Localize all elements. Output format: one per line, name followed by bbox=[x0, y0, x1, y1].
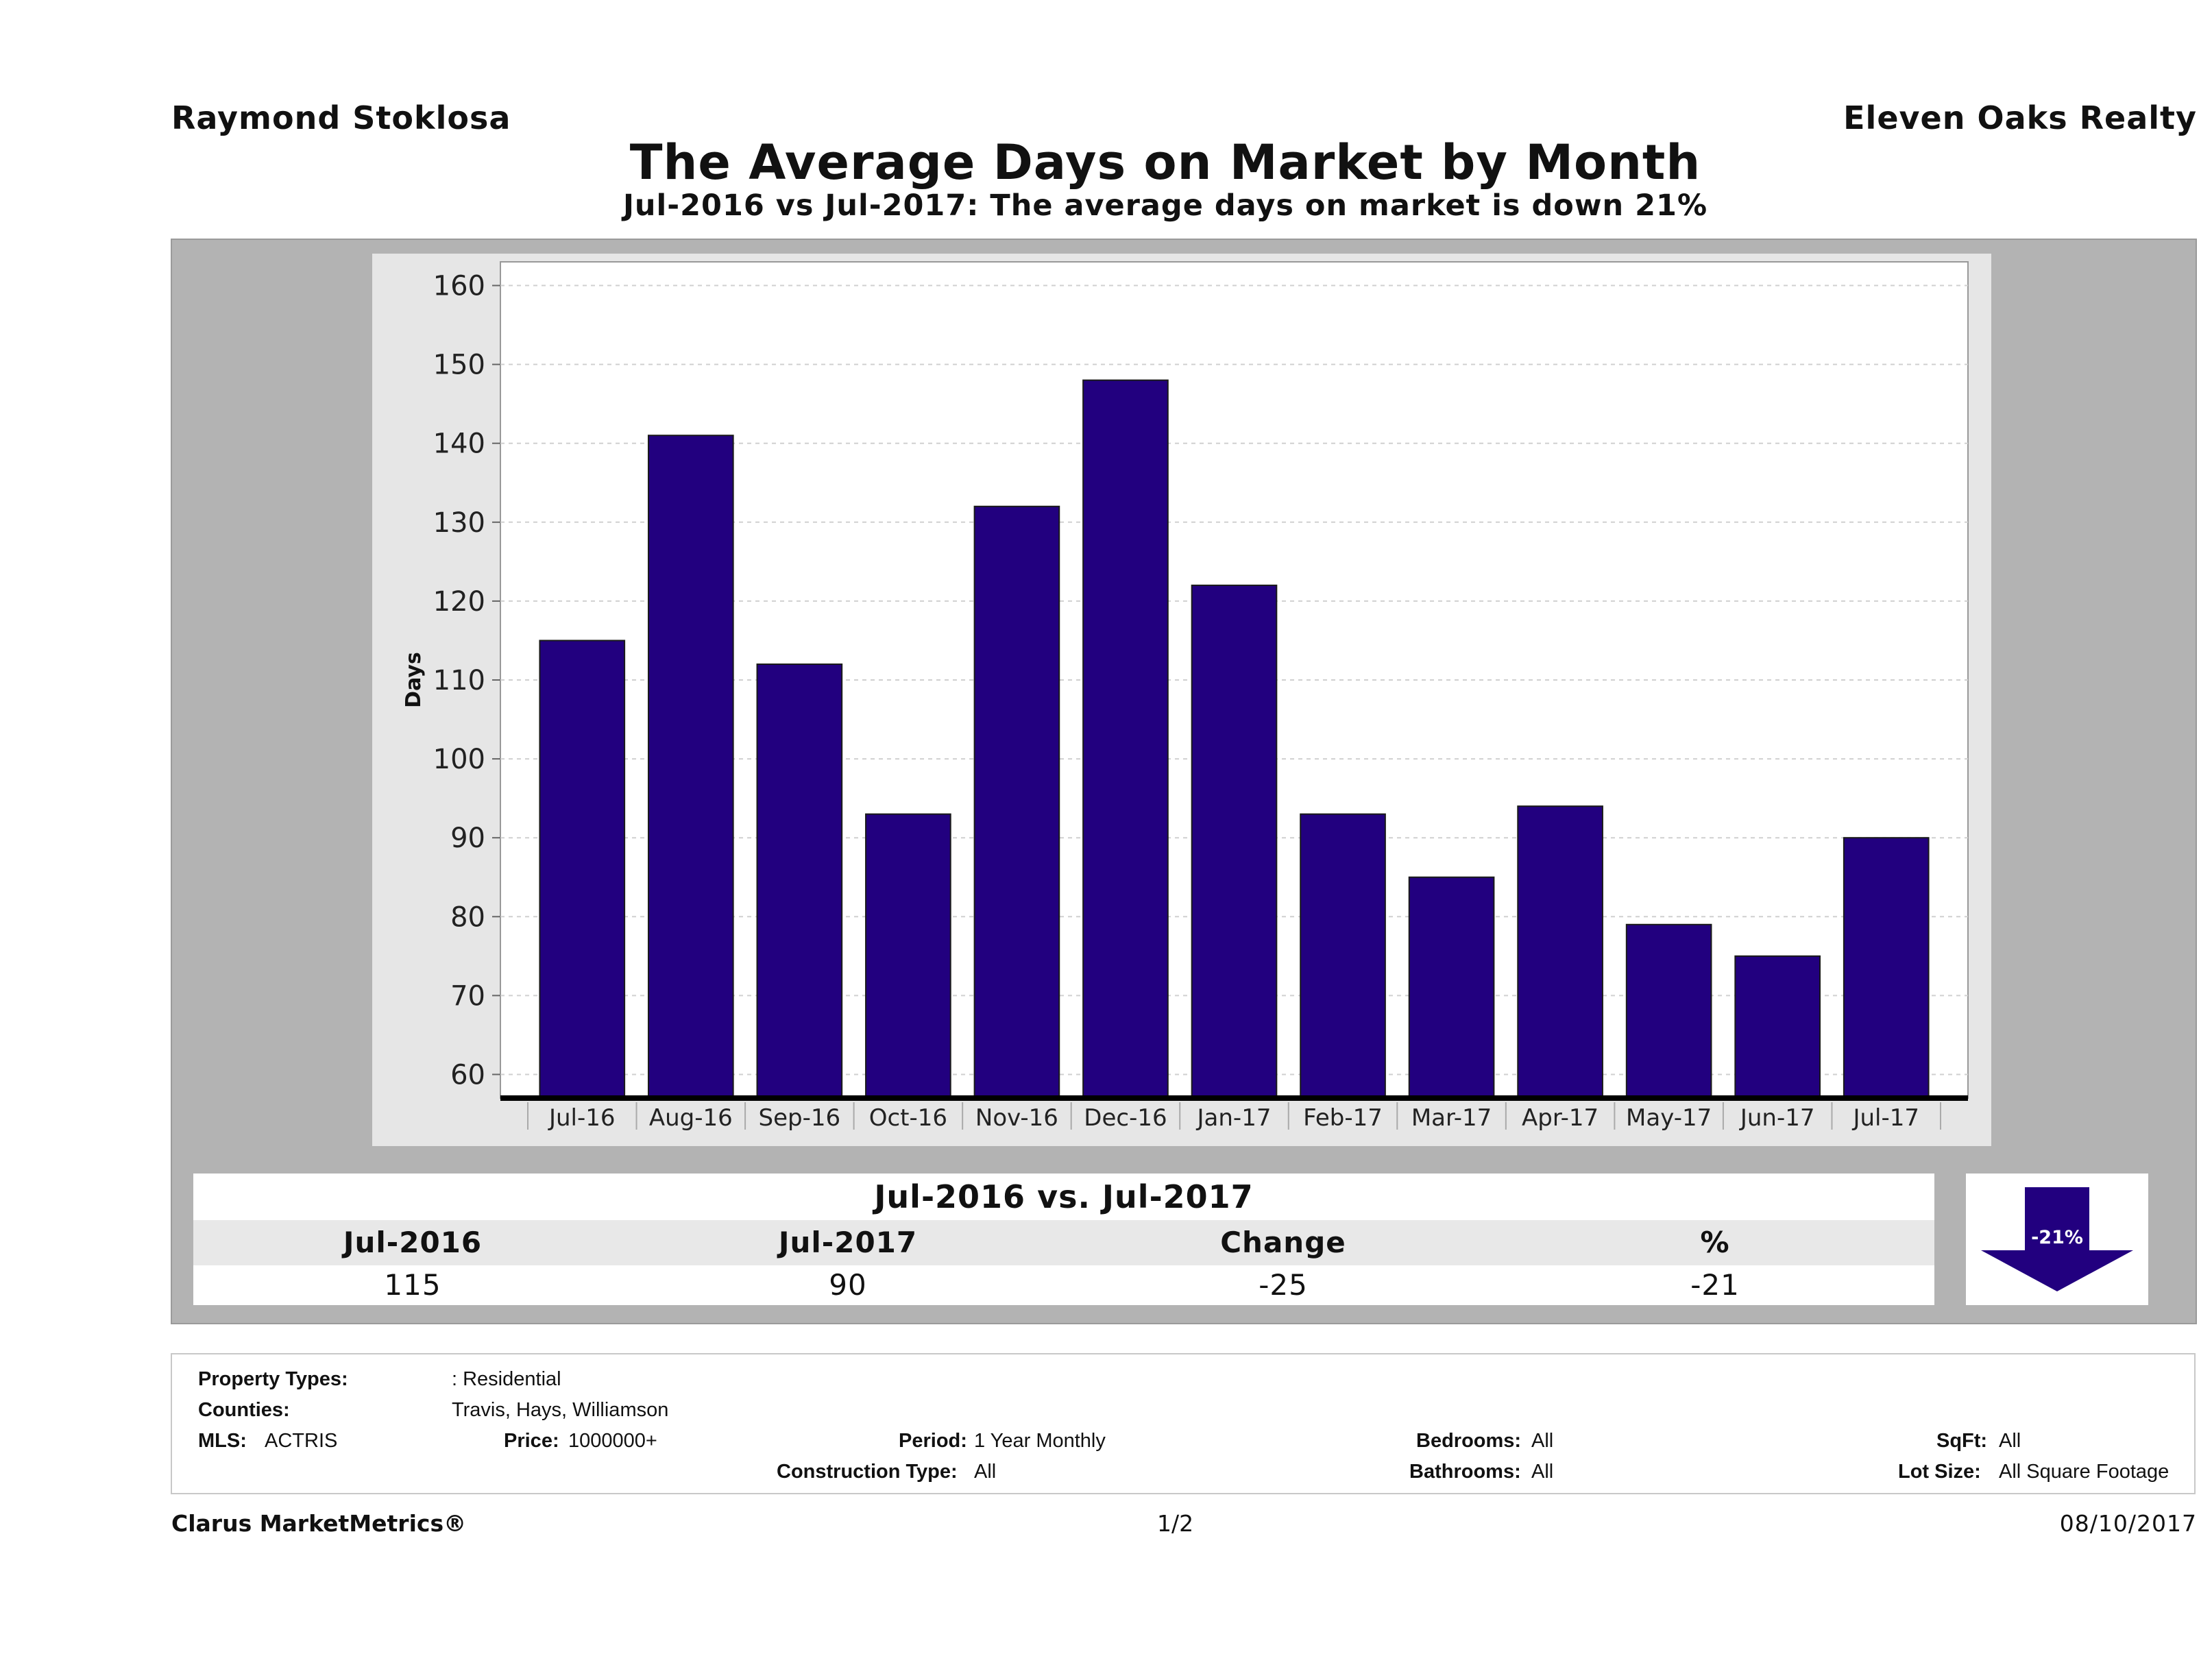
sqft-value: All bbox=[1999, 1430, 2021, 1452]
bathrooms-label: Bathrooms: bbox=[1409, 1461, 1521, 1483]
x-tick-label: May-17 bbox=[1626, 1104, 1712, 1132]
chart-title: The Average Days on Market by Month bbox=[629, 134, 1701, 191]
property-types-row: Property Types: bbox=[198, 1368, 348, 1391]
y-tick-label: 70 bbox=[450, 980, 485, 1012]
summary-val-change: -25 bbox=[1259, 1268, 1308, 1302]
summary-values: 115 90 -25 -21 bbox=[193, 1265, 1934, 1305]
bar-chart: 60 70 80 90 100 110 120 130 140 150 160 Days Jul-16 A… bbox=[402, 261, 1969, 1132]
period-label: Period: bbox=[899, 1430, 967, 1452]
period-row: Period: bbox=[899, 1430, 967, 1452]
bathrooms-row: Bathrooms: bbox=[1409, 1461, 1521, 1483]
bar bbox=[1300, 813, 1386, 1099]
bar bbox=[756, 663, 843, 1099]
agent-name: Raymond Stoklosa bbox=[171, 99, 511, 136]
trend-arrow-label: -21% bbox=[2031, 1227, 2083, 1248]
y-axis-title: Days bbox=[402, 652, 426, 708]
counties-label: Counties: bbox=[198, 1399, 290, 1421]
counties-value: Travis, Hays, Williamson bbox=[452, 1399, 669, 1421]
y-tick-label: 150 bbox=[433, 350, 485, 381]
bar bbox=[647, 435, 734, 1099]
bar bbox=[1082, 379, 1169, 1099]
bathrooms-value: All bbox=[1531, 1461, 1554, 1483]
brokerage-name: Eleven Oaks Realty bbox=[1843, 99, 2197, 136]
bar bbox=[1625, 923, 1712, 1099]
report-date: 08/10/2017 bbox=[2059, 1510, 2197, 1537]
bedrooms-label: Bedrooms: bbox=[1416, 1430, 1522, 1452]
x-tick-label: Aug-16 bbox=[649, 1104, 733, 1132]
y-tick-label: 120 bbox=[433, 586, 485, 618]
x-tick-label: Jul-17 bbox=[1851, 1104, 1919, 1132]
y-tick-label: 140 bbox=[433, 428, 485, 460]
x-tick-label: Nov-16 bbox=[975, 1104, 1058, 1132]
construction-value: All bbox=[974, 1461, 997, 1483]
search-criteria: Property Types: : Residential Counties: … bbox=[171, 1353, 2196, 1494]
bedrooms-row: Bedrooms: bbox=[1416, 1430, 1521, 1452]
summary-col-percent: % bbox=[1700, 1226, 1730, 1259]
x-tick-label: Feb-17 bbox=[1303, 1104, 1383, 1132]
x-tick-label: Sep-16 bbox=[759, 1104, 841, 1132]
mls-row: MLS: bbox=[198, 1430, 247, 1452]
x-tick-label: Jun-17 bbox=[1739, 1104, 1815, 1132]
y-tick-label: 160 bbox=[433, 271, 485, 302]
bar bbox=[1517, 805, 1603, 1099]
price-label: Price: bbox=[504, 1430, 559, 1452]
down-arrow-icon bbox=[1981, 1187, 2133, 1291]
page-number: 1/2 bbox=[1157, 1510, 1194, 1537]
y-tick-label: 80 bbox=[450, 901, 485, 933]
bar bbox=[865, 813, 951, 1099]
summary-val-start: 115 bbox=[384, 1268, 441, 1302]
y-tick-label: 130 bbox=[433, 507, 485, 539]
x-tick-label: Dec-16 bbox=[1084, 1104, 1167, 1132]
construction-label: Construction Type: bbox=[777, 1461, 958, 1483]
sqft-row: SqFt: bbox=[1936, 1430, 1987, 1452]
bar bbox=[539, 640, 626, 1099]
x-tick-label: Jul-16 bbox=[548, 1104, 616, 1132]
counties-row: Counties: bbox=[198, 1399, 290, 1422]
construction-row: Construction Type: bbox=[777, 1461, 958, 1483]
trend-arrow-box: -21% bbox=[1966, 1174, 2148, 1305]
bar bbox=[973, 505, 1060, 1099]
x-tick-label: Jan-17 bbox=[1196, 1104, 1272, 1132]
chart-subtitle: Jul-2016 vs Jul-2017: The average days o… bbox=[622, 189, 1708, 223]
period-value: 1 Year Monthly bbox=[974, 1430, 1106, 1452]
price-row: Price: bbox=[504, 1430, 559, 1452]
summary-col-end: Jul-2017 bbox=[778, 1226, 918, 1259]
chart-area: 60 70 80 90 100 110 120 130 140 150 160 Days Jul-16 A… bbox=[372, 254, 1991, 1146]
y-tick-label: 100 bbox=[433, 744, 485, 775]
bar bbox=[1408, 876, 1495, 1099]
lot-size-value: All Square Footage bbox=[1999, 1461, 2170, 1483]
y-tick-label: 110 bbox=[433, 665, 485, 696]
summary-column-headers: Jul-2016 Jul-2017 Change % bbox=[193, 1220, 1934, 1265]
bedrooms-value: All bbox=[1531, 1430, 1554, 1452]
bar bbox=[1734, 955, 1821, 1099]
x-tick-label: Apr-17 bbox=[1522, 1104, 1599, 1132]
lot-size-label: Lot Size: bbox=[1898, 1461, 1981, 1483]
summary-heading: Jul-2016 vs. Jul-2017 bbox=[193, 1174, 1934, 1220]
mls-label: MLS: bbox=[198, 1430, 247, 1452]
footer-brand: Clarus MarketMetrics® bbox=[171, 1510, 467, 1537]
sqft-label: SqFt: bbox=[1936, 1430, 1988, 1452]
lot-size-row: Lot Size: bbox=[1898, 1461, 1981, 1483]
bar bbox=[1191, 584, 1278, 1099]
property-types-label: Property Types: bbox=[198, 1368, 348, 1390]
mls-value: ACTRIS bbox=[265, 1430, 338, 1452]
y-tick-label: 90 bbox=[450, 823, 485, 854]
x-tick-label: Mar-17 bbox=[1411, 1104, 1492, 1132]
summary-col-start: Jul-2016 bbox=[343, 1226, 483, 1259]
x-tick-label: Oct-16 bbox=[869, 1104, 947, 1132]
summary-val-percent: -21 bbox=[1690, 1268, 1740, 1302]
summary-val-end: 90 bbox=[829, 1268, 867, 1302]
summary-col-change: Change bbox=[1220, 1226, 1346, 1259]
y-tick-label: 60 bbox=[450, 1059, 485, 1091]
price-value: 1000000+ bbox=[568, 1430, 657, 1452]
bar bbox=[1843, 837, 1930, 1099]
property-types-value: : Residential bbox=[452, 1368, 561, 1390]
